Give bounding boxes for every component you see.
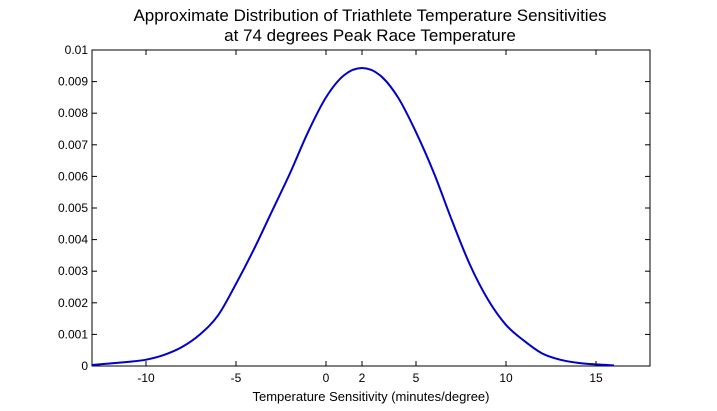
y-tick-label: 0.009 <box>58 75 88 89</box>
y-tick-label: 0.005 <box>58 201 88 215</box>
y-tick-label: 0 <box>81 359 88 373</box>
y-tick-label: 0.008 <box>58 106 88 120</box>
y-tick-label: 0.01 <box>65 43 89 57</box>
distribution-curve <box>91 67 615 367</box>
plot-area <box>91 49 651 367</box>
x-tick-label: -5 <box>231 371 242 385</box>
x-tick-label: -10 <box>137 371 155 385</box>
x-axis: -10 -5 0 2 5 10 15 <box>137 50 603 385</box>
y-tick-label: 0.003 <box>58 264 88 278</box>
x-tick-label: 10 <box>499 371 513 385</box>
x-axis-label: Temperature Sensitivity (minutes/degree) <box>253 389 490 404</box>
x-tick-label: 15 <box>589 371 603 385</box>
x-tick-label: 0 <box>323 371 330 385</box>
x-tick-label: 2 <box>359 371 366 385</box>
y-axis: 0 0.001 0.002 0.003 0.004 0.005 0.006 0.007 0.00… <box>58 43 650 373</box>
chart-title-line-1: Approximate Distribution of Triathlete T… <box>133 6 606 25</box>
chart-title-line-2: at 74 degrees Peak Race Temperature <box>224 26 516 45</box>
y-tick-label: 0.006 <box>58 169 88 183</box>
x-tick-label: 5 <box>413 371 420 385</box>
y-tick-label: 0.004 <box>58 233 88 247</box>
y-tick-label: 0.001 <box>58 327 88 341</box>
y-tick-label: 0.002 <box>58 296 88 310</box>
y-tick-label: 0.007 <box>58 138 88 152</box>
